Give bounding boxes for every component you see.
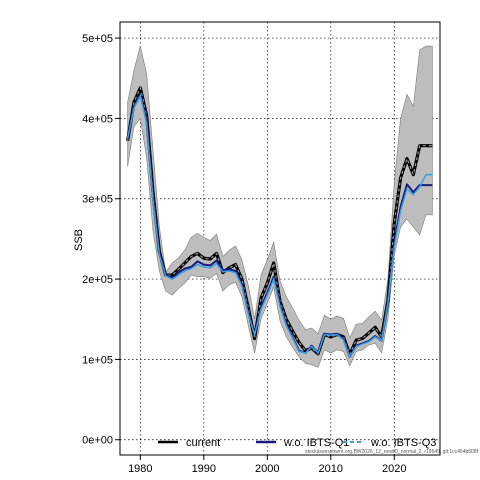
- plot-frame: [119, 21, 441, 456]
- y-axis-title: SSB: [73, 229, 85, 251]
- legend: current w.o. IBTS-Q1 w.o. IBTS-Q3: [158, 437, 436, 449]
- series-line-w-o-ibts-q3: [126, 93, 433, 359]
- x-tick-label: 1990: [192, 463, 216, 475]
- x-tick-label: 2020: [382, 463, 406, 475]
- x-tick-label: 1980: [128, 463, 152, 475]
- y-tick-label: 4e+05: [82, 113, 113, 125]
- x-axis: 1980 1990 2000 2010 2020: [128, 455, 407, 475]
- watermark: stockassessment.org,BW2026_12_newID_norm…: [305, 449, 478, 455]
- confidence-band: [127, 45, 433, 368]
- y-tick-label: 0e+00: [82, 435, 113, 447]
- legend-label: current: [186, 437, 220, 449]
- x-tick-label: 2010: [319, 463, 343, 475]
- confidence-band-area: [127, 45, 433, 368]
- legend-label: w.o. IBTS-Q3: [370, 437, 436, 449]
- y-tick-label: 2e+05: [82, 274, 113, 286]
- y-tick-label: 1e+05: [82, 354, 113, 366]
- legend-label: w.o. IBTS-Q1: [283, 437, 349, 449]
- x-tick-label: 2000: [255, 463, 279, 475]
- y-tick-label: 3e+05: [82, 194, 113, 206]
- series-lines: [126, 85, 433, 359]
- y-tick-label: 5e+05: [82, 33, 113, 45]
- y-axis: 0e+00 1e+05 2e+05 3e+05 4e+05 5e+05: [82, 33, 120, 447]
